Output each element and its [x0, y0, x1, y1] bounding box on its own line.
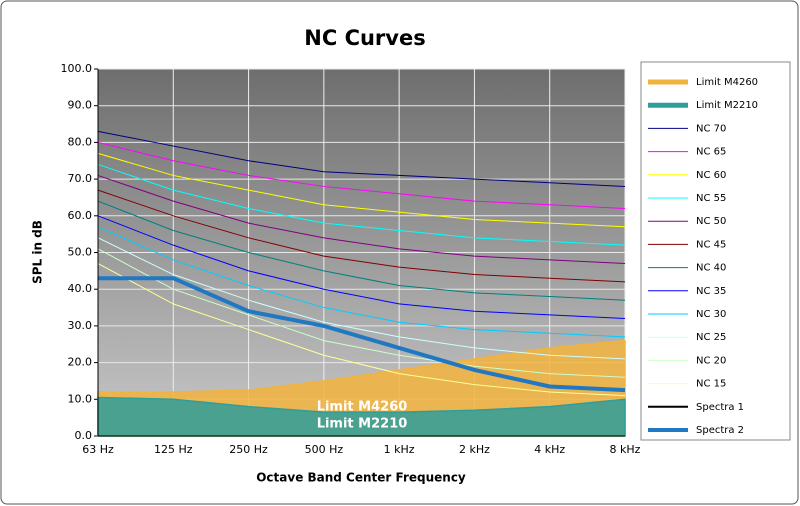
legend-label: NC 40 [696, 263, 726, 274]
line [97, 215, 626, 320]
legend-label: NC 65 [696, 147, 726, 158]
legend-label: Spectra 2 [696, 425, 744, 436]
line [97, 248, 626, 378]
legend-label: NC 70 [696, 123, 726, 134]
legend-label: NC 60 [696, 170, 726, 181]
legend-label: NC 15 [696, 379, 726, 390]
line [97, 152, 626, 228]
line [97, 130, 626, 187]
y-tick-label: 60.0 [68, 209, 93, 222]
y-tick-label: 80.0 [68, 135, 93, 148]
y-tick-label: 30.0 [68, 319, 93, 332]
legend-label: NC 25 [696, 332, 726, 343]
line [97, 174, 626, 265]
line [97, 141, 626, 209]
legend-label: NC 55 [696, 193, 726, 204]
y-tick-label: 0.0 [75, 429, 93, 442]
line [97, 200, 626, 301]
x-tick-label: 63 Hz [82, 443, 114, 456]
legend-label: NC 20 [696, 355, 726, 366]
area-label: Limit M4260 [317, 400, 408, 415]
x-tick-label: 2 kHz [459, 443, 490, 456]
y-tick-label: 40.0 [68, 282, 93, 295]
line [97, 237, 626, 360]
y-tick-label: 90.0 [68, 99, 93, 112]
y-tick-label: 10.0 [68, 392, 93, 405]
y-axis-label: SPL in dB [31, 220, 45, 284]
legend-label: Limit M4260 [696, 77, 758, 88]
line [97, 163, 626, 246]
area-label: Limit M2210 [317, 417, 408, 432]
legend-label: Limit M2210 [696, 100, 758, 111]
line [97, 189, 626, 283]
y-tick-label: 20.0 [68, 356, 93, 369]
x-axis-label: Octave Band Center Frequency [256, 471, 466, 485]
legend [640, 61, 791, 441]
legend-label: NC 50 [696, 216, 726, 227]
y-tick-label: 50.0 [68, 246, 93, 259]
line [97, 226, 626, 338]
legend-label: NC 45 [696, 239, 726, 250]
x-tick-label: 125 Hz [154, 443, 193, 456]
legend-label: Spectra 1 [696, 402, 744, 413]
x-tick-label: 8 kHz [610, 443, 641, 456]
x-tick-label: 250 Hz [229, 443, 268, 456]
y-tick-label: 70.0 [68, 172, 93, 185]
x-tick-label: 4 kHz [534, 443, 565, 456]
legend-label: NC 35 [696, 286, 726, 297]
line [97, 263, 626, 397]
y-tick-label: 100.0 [61, 62, 93, 75]
legend-label: NC 30 [696, 309, 726, 320]
line [98, 276, 626, 393]
x-tick-label: 1 kHz [384, 443, 415, 456]
x-tick-label: 500 Hz [305, 443, 344, 456]
chart-title: NC Curves [304, 26, 425, 50]
